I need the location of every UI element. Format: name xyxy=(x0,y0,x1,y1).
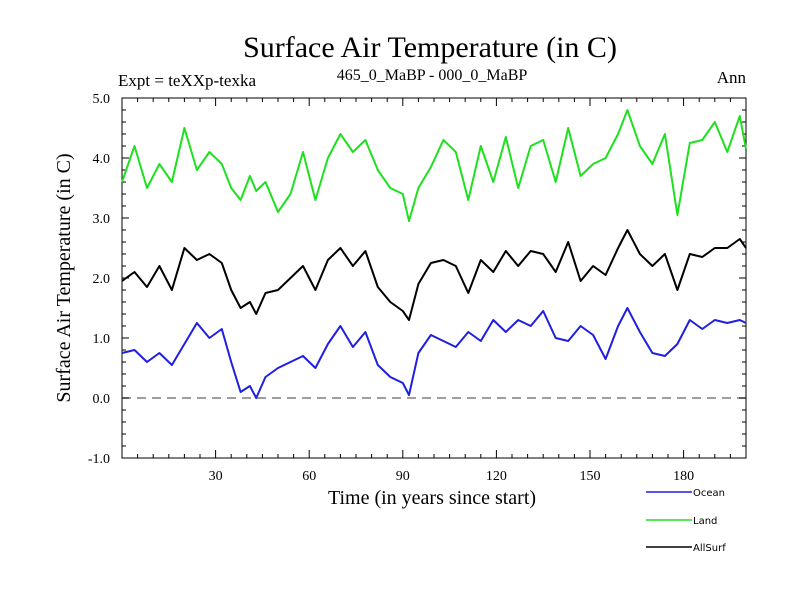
y-tick-label: 1.0 xyxy=(93,332,111,347)
series-line-ocean xyxy=(121,307,747,399)
series-line-allsurf xyxy=(121,229,747,321)
y-axis-label: Surface Air Temperature (in C) xyxy=(53,153,75,402)
x-tick-label: 60 xyxy=(302,469,316,484)
y-tick-label: 2.0 xyxy=(93,272,111,287)
y-tick-label: 0.0 xyxy=(93,392,111,407)
legend: Ocean Land AllSurf xyxy=(646,488,726,554)
x-tick-label: 30 xyxy=(209,469,223,484)
legend-label-ocean: Ocean xyxy=(693,488,725,499)
legend-label-allsurf: AllSurf xyxy=(693,543,726,554)
subtitle-left: Expt = teXXp-texka xyxy=(118,71,256,90)
x-tick-label: 90 xyxy=(396,469,410,484)
subtitle-right: Ann xyxy=(717,68,747,87)
plot-area: -1.0 0.0 1.0 2.0 3.0 4.0 5.0 30 60 90 120 150 180 xyxy=(88,92,747,484)
x-tick-label: 120 xyxy=(486,469,507,484)
plot-frame xyxy=(121,97,747,459)
subtitle-center: 465_0_MaBP - 000_0_MaBP xyxy=(337,67,528,84)
chart-title: Surface Air Temperature (in C) xyxy=(243,31,617,64)
y-tick-label: 4.0 xyxy=(93,152,111,167)
x-tick-label: 180 xyxy=(673,469,694,484)
y-tick-label: -1.0 xyxy=(88,452,110,467)
y-tick-label: 5.0 xyxy=(93,92,111,107)
x-tick-label: 150 xyxy=(580,469,601,484)
y-tick-label: 3.0 xyxy=(93,212,111,227)
x-axis-label: Time (in years since start) xyxy=(328,487,536,509)
legend-label-land: Land xyxy=(693,516,717,527)
series-line-land xyxy=(121,109,747,222)
